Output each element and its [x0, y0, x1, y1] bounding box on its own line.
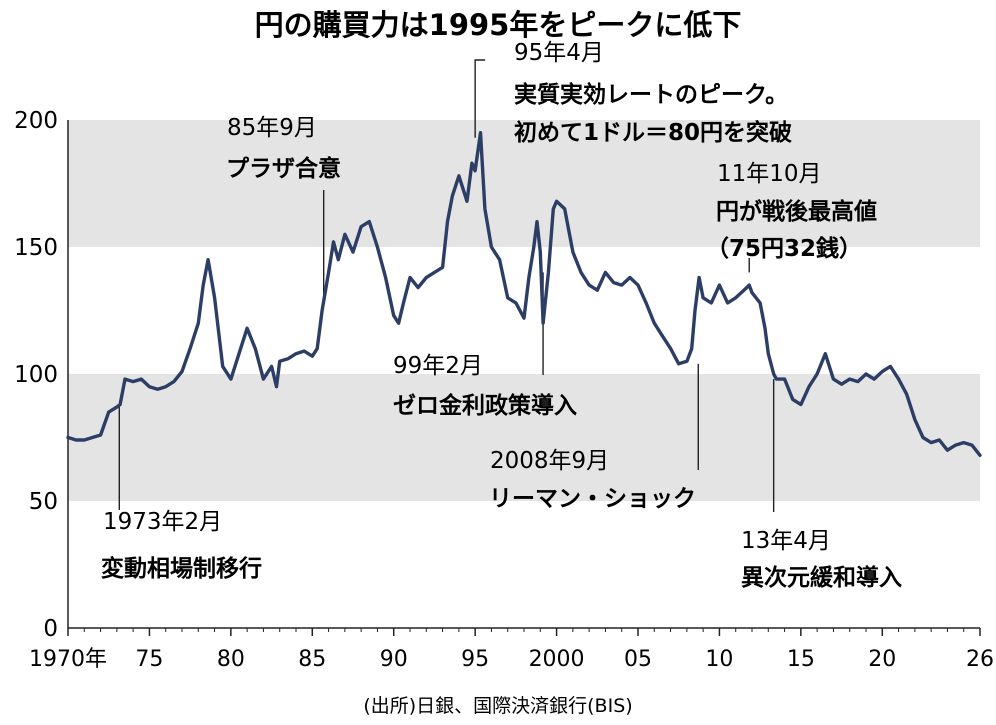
x-tick-label: 15 [787, 647, 815, 672]
x-tick-label: 90 [380, 647, 408, 672]
shaded-band-0 [68, 374, 980, 501]
shaded-band-1 [68, 120, 980, 247]
annotation-leader [474, 59, 486, 138]
x-tick-label: 26 [966, 647, 994, 672]
annotation-1985-date: 85年9月 [227, 115, 317, 141]
x-tick-label: 85 [298, 647, 326, 672]
annotation-2011-text2: （75円32銭） [706, 235, 862, 262]
series-layer [66, 131, 982, 457]
annotation-2013-date: 13年4月 [741, 528, 831, 554]
x-tick-label: 2000 [529, 647, 585, 672]
y-tick-label: 100 [14, 362, 58, 388]
series-line-0 [66, 131, 982, 457]
chart-title: 円の購買力は1995年をピークに低下 [255, 8, 742, 42]
y-tick-label: 50 [29, 489, 58, 515]
x-tick-label: 10 [705, 647, 733, 672]
x-tick-label: 95 [461, 647, 489, 672]
annotation-2011-text: 円が戦後最高値 [716, 198, 877, 225]
annotation-leaders [118, 59, 775, 512]
y-tick-label: 0 [43, 616, 58, 642]
annotation-2008-text: リーマン・ショック [489, 486, 696, 512]
shaded-bands [68, 120, 980, 501]
annotation-2008-date: 2008年9月 [490, 448, 609, 474]
x-tick-label: 20 [868, 647, 896, 672]
source-note: (出所)日銀、国際決済銀行(BIS) [363, 695, 632, 717]
y-tick-label: 200 [14, 108, 58, 134]
y-tick-label: 150 [14, 235, 58, 261]
y-axis-ticks: 0 50 100 150 200 [14, 108, 58, 642]
x-tick-label: 75 [135, 647, 163, 672]
x-tick-label: 1970年 [29, 647, 107, 672]
x-tick-label: 05 [624, 647, 652, 672]
annotation-1995-date: 95年4月 [514, 40, 604, 66]
annotation-1999-text: ゼロ金利政策導入 [393, 392, 577, 419]
annotation-1985-text: プラザ合意 [226, 155, 341, 182]
x-tick-label: 80 [217, 647, 245, 672]
annotation-1973-text: 変動相場制移行 [101, 555, 262, 582]
x-axis-ticks: 1970年 75 80 85 90 95 2000 05 10 15 20 26 [29, 628, 994, 672]
annotation-2011-date: 11年10月 [717, 161, 822, 187]
annotation-1995-text2: 初めて1ドル＝80円を突破 [514, 119, 792, 146]
annotation-1973-date: 1973年2月 [103, 509, 222, 535]
annotation-2013-text: 異次元緩和導入 [741, 564, 902, 591]
annotation-1999-date: 99年2月 [393, 353, 483, 379]
annotation-1995-text: 実質実効レートのピーク。 [514, 81, 788, 108]
